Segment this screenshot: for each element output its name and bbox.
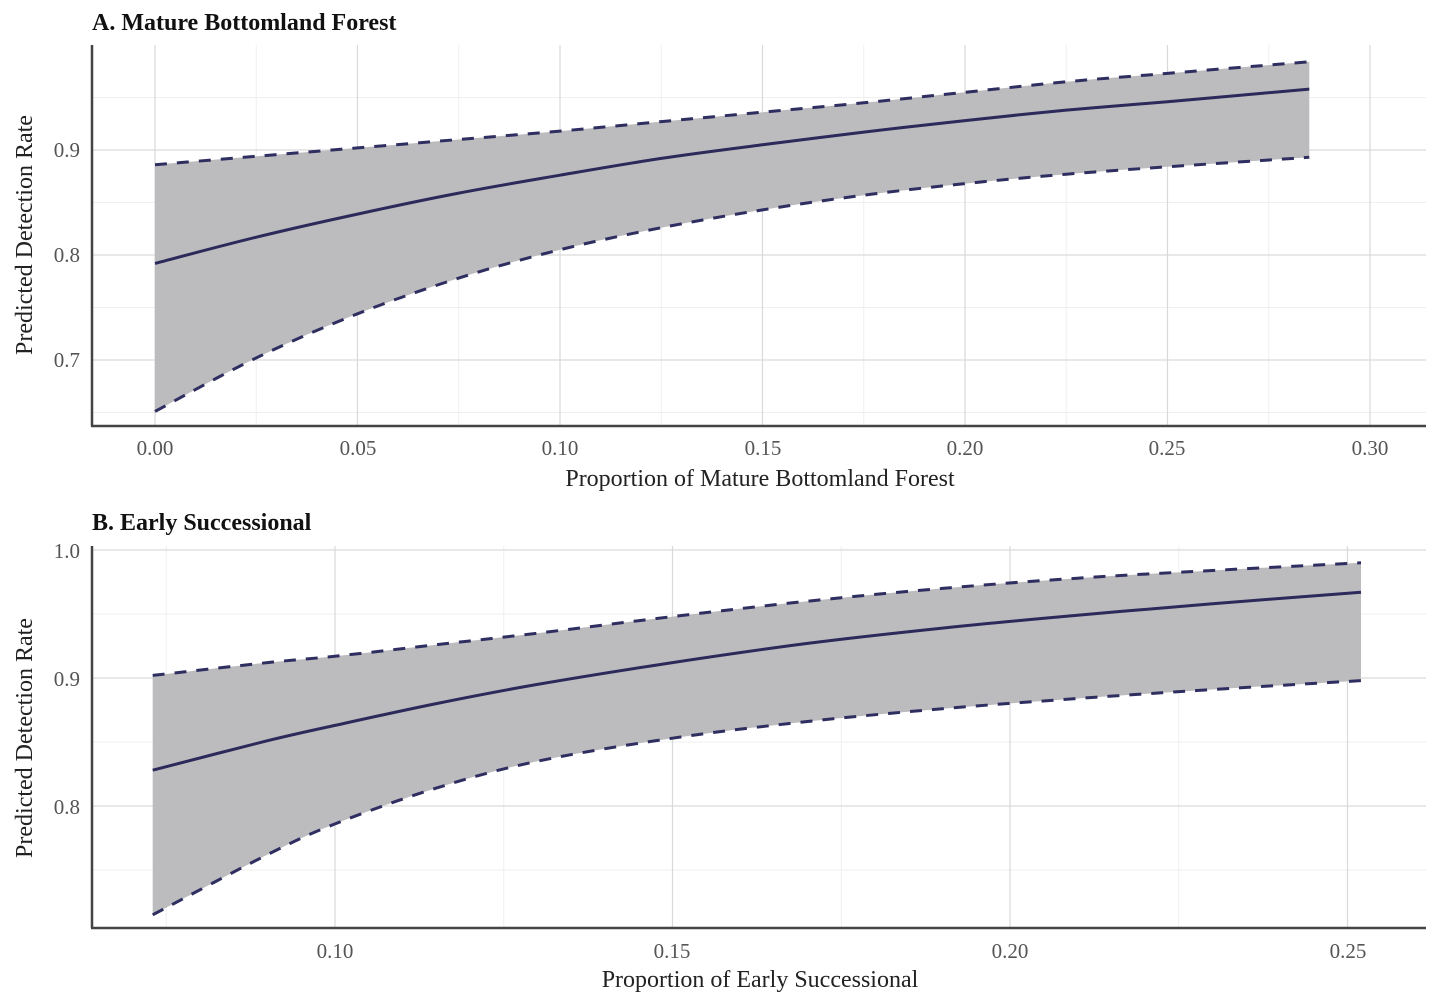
panel-a-xtick: 0.05 — [340, 436, 377, 460]
panel-b-xtick: 0.25 — [1330, 939, 1367, 963]
panel-b-xtick: 0.20 — [992, 939, 1029, 963]
panel-b-predicted-line — [152, 590, 1362, 772]
panel-a-upper-ci-line — [154, 60, 1310, 167]
panel-b-lower-ci-line — [152, 679, 1362, 917]
panel-a-ytick: 0.9 — [54, 138, 80, 162]
panel-a-ytick: 0.8 — [54, 243, 80, 267]
panel-a-xtick: 0.00 — [137, 436, 174, 460]
panel-a-xtick: 0.30 — [1352, 436, 1389, 460]
panel-b: B. Early Successional 1.0 0.9 0.8 0.10 0… — [12, 510, 1426, 993]
panel-a-confidence-band — [155, 61, 1310, 412]
panel-b-ytick: 0.8 — [54, 795, 80, 819]
panel-b-ytick: 1.0 — [54, 539, 80, 563]
panel-b-xtick: 0.15 — [654, 939, 691, 963]
panel-b-ytick: 0.9 — [54, 667, 80, 691]
panel-a-x-axis-label: Proportion of Mature Bottomland Forest — [565, 466, 955, 492]
panel-b-y-axis-label: Predicted Detection Rate — [12, 618, 38, 858]
panel-a-xtick: 0.10 — [542, 436, 579, 460]
panel-a-predicted-line — [154, 87, 1310, 265]
panel-b-title: B. Early Successional — [92, 510, 312, 536]
panel-a-lower-ci-line — [154, 155, 1310, 413]
panel-a: A. Mature Bottomland Forest 0.9 0.8 0.7 … — [12, 10, 1426, 492]
panel-a-xtick: 0.25 — [1149, 436, 1186, 460]
panel-b-x-axis-label: Proportion of Early Successional — [602, 967, 919, 993]
panel-a-xtick: 0.15 — [745, 436, 782, 460]
panel-a-y-axis-label: Predicted Detection Rate — [12, 115, 38, 355]
panel-a-xtick: 0.20 — [947, 436, 984, 460]
panel-b-confidence-band — [152, 562, 1362, 915]
panel-a-title: A. Mature Bottomland Forest — [92, 10, 396, 36]
panel-a-ytick: 0.7 — [54, 348, 80, 372]
panel-b-upper-ci-line — [152, 561, 1362, 677]
panel-b-xtick: 0.10 — [317, 939, 354, 963]
